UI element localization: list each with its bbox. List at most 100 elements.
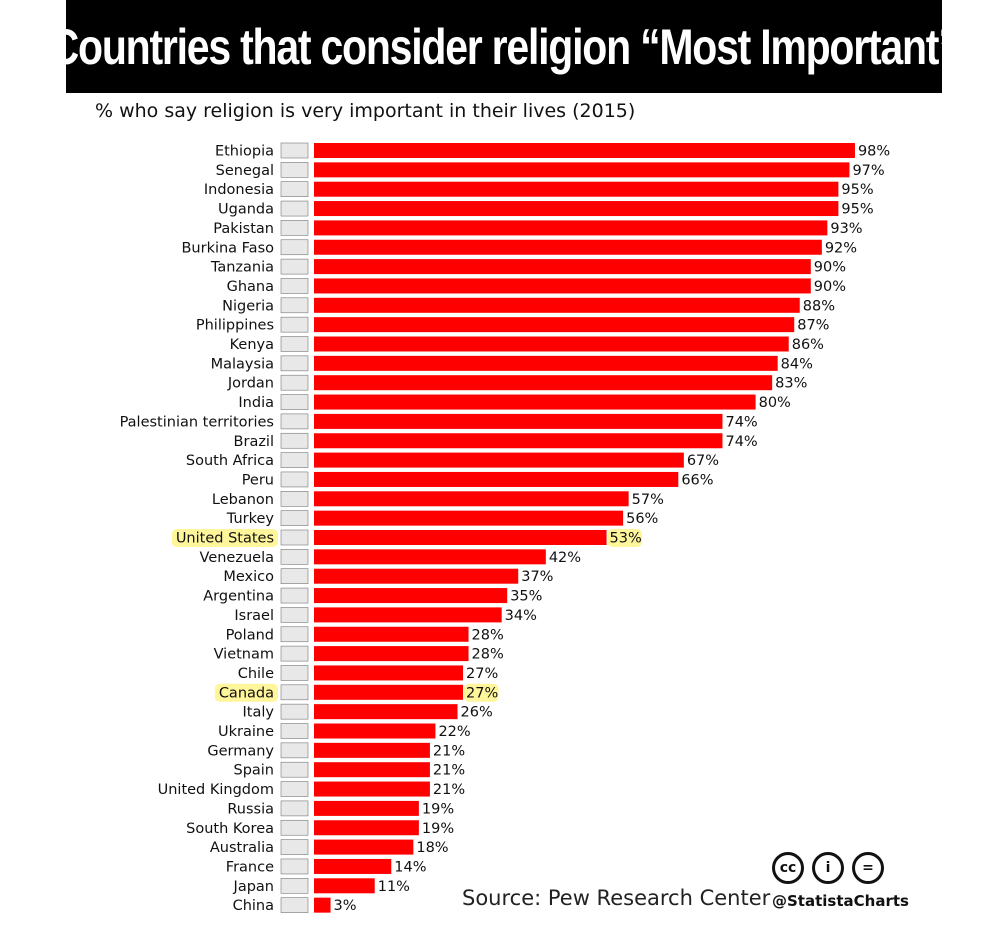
value-label-argentina: 35% bbox=[510, 589, 542, 605]
category-label-lebanon: Lebanon bbox=[212, 492, 274, 508]
value-label-germany: 21% bbox=[433, 743, 465, 759]
flag-icon-germany bbox=[280, 742, 309, 759]
bar-south-africa bbox=[314, 452, 684, 468]
value-label-vietnam: 28% bbox=[472, 647, 504, 663]
bar-france bbox=[314, 858, 392, 874]
category-label-burkina-faso: Burkina Faso bbox=[181, 240, 274, 256]
flag-icon-argentina bbox=[280, 587, 309, 604]
category-label-mexico: Mexico bbox=[223, 569, 274, 585]
bar-italy bbox=[314, 704, 458, 720]
flag-icon-jordan bbox=[280, 374, 309, 391]
value-highlight-united-states bbox=[607, 529, 643, 547]
flag-icon-japan bbox=[280, 877, 309, 894]
flag-icon-ukraine bbox=[280, 723, 309, 739]
flag-icon-malaysia bbox=[280, 355, 309, 372]
value-label-ukraine: 22% bbox=[438, 724, 470, 740]
flag-icon-peru bbox=[280, 471, 309, 488]
category-label-japan: Japan bbox=[233, 879, 274, 895]
value-label-palestinian-territories: 74% bbox=[725, 414, 757, 430]
flag-icon-italy bbox=[280, 703, 309, 720]
value-label-italy: 26% bbox=[461, 705, 493, 721]
value-label-south-africa: 67% bbox=[687, 453, 719, 469]
bar-mexico bbox=[314, 568, 519, 584]
flag-icon-ghana bbox=[280, 278, 309, 294]
bar-china bbox=[314, 897, 331, 913]
value-label-india: 80% bbox=[759, 395, 791, 411]
flag-icon-turkey bbox=[280, 510, 309, 526]
bar-uganda bbox=[314, 201, 839, 217]
category-label-argentina: Argentina bbox=[203, 589, 274, 605]
flag-icon-france bbox=[280, 858, 309, 875]
value-label-mexico: 37% bbox=[521, 569, 553, 585]
category-label-poland: Poland bbox=[226, 627, 274, 643]
bar-russia bbox=[314, 800, 419, 816]
value-label-philippines: 87% bbox=[797, 318, 829, 334]
flag-icon-spain bbox=[280, 761, 309, 778]
category-label-south-korea: South Korea bbox=[186, 821, 274, 837]
category-label-tanzania: Tanzania bbox=[210, 260, 274, 276]
category-label-spain: Spain bbox=[233, 763, 274, 779]
category-label-united-kingdom: United Kingdom bbox=[158, 782, 274, 798]
flag-icon-canada bbox=[280, 684, 309, 701]
bar-canada bbox=[314, 684, 464, 700]
bar-argentina bbox=[314, 588, 508, 604]
category-label-ethiopia: Ethiopia bbox=[215, 144, 274, 160]
category-label-venezuela: Venezuela bbox=[200, 550, 274, 566]
category-label-vietnam: Vietnam bbox=[214, 647, 274, 663]
category-label-canada: Canada bbox=[219, 685, 274, 701]
category-label-uganda: Uganda bbox=[218, 202, 274, 218]
value-label-canada: 27% bbox=[466, 685, 498, 701]
title-banner: Countries that consider religion “Most I… bbox=[50, 0, 959, 93]
bar-philippines bbox=[314, 317, 795, 333]
flag-icon-nigeria bbox=[280, 297, 309, 314]
bar-senegal bbox=[314, 162, 850, 178]
flag-icon-russia bbox=[280, 800, 309, 817]
flag-icon-south-africa bbox=[280, 452, 309, 468]
value-label-jordan: 83% bbox=[775, 376, 807, 392]
bar-india bbox=[314, 394, 756, 410]
value-label-japan: 11% bbox=[378, 879, 410, 895]
flag-icon-brazil bbox=[280, 432, 309, 449]
bar-ghana bbox=[314, 278, 811, 294]
flag-icon-pakistan bbox=[280, 220, 309, 236]
category-label-ukraine: Ukraine bbox=[218, 724, 274, 740]
flag-icon-poland bbox=[280, 626, 309, 643]
attribution-icon: i bbox=[812, 852, 844, 884]
value-label-brazil: 74% bbox=[725, 434, 757, 450]
category-label-china: China bbox=[233, 898, 274, 914]
bar-brazil bbox=[314, 433, 723, 449]
category-label-united-states: United States bbox=[176, 531, 274, 547]
bar-united-states bbox=[314, 530, 607, 545]
flag-icon-vietnam bbox=[280, 645, 309, 662]
value-label-ghana: 90% bbox=[814, 279, 846, 295]
license-icons: cc i = bbox=[772, 852, 884, 884]
category-label-italy: Italy bbox=[243, 705, 275, 721]
category-label-senegal: Senegal bbox=[216, 163, 274, 179]
bar-poland bbox=[314, 626, 469, 642]
value-label-south-korea: 19% bbox=[422, 821, 454, 837]
bar-japan bbox=[314, 878, 375, 894]
category-label-ghana: Ghana bbox=[227, 279, 274, 295]
value-label-senegal: 97% bbox=[852, 163, 884, 179]
flag-icon-israel bbox=[280, 607, 309, 623]
value-label-tanzania: 90% bbox=[814, 260, 846, 276]
bar-peru bbox=[314, 471, 679, 487]
bar-vietnam bbox=[314, 646, 469, 662]
bar-australia bbox=[314, 839, 414, 855]
chart-subtitle: % who say religion is very important in … bbox=[95, 100, 636, 122]
flag-icon-palestinian-territories bbox=[280, 413, 309, 430]
category-label-france: France bbox=[226, 859, 274, 875]
category-label-south-africa: South Africa bbox=[186, 453, 274, 469]
flag-icon-lebanon bbox=[280, 490, 309, 507]
statista-handle: @StatistaCharts bbox=[772, 892, 909, 910]
value-label-ethiopia: 98% bbox=[858, 144, 890, 160]
flag-icon-uganda bbox=[280, 200, 309, 217]
bar-turkey bbox=[314, 510, 624, 526]
flag-icon-ethiopia bbox=[280, 142, 309, 159]
flag-icon-tanzania bbox=[280, 258, 309, 275]
bar-ukraine bbox=[314, 723, 436, 739]
value-label-venezuela: 42% bbox=[549, 550, 581, 566]
bar-tanzania bbox=[314, 259, 811, 275]
category-label-jordan: Jordan bbox=[227, 376, 274, 392]
